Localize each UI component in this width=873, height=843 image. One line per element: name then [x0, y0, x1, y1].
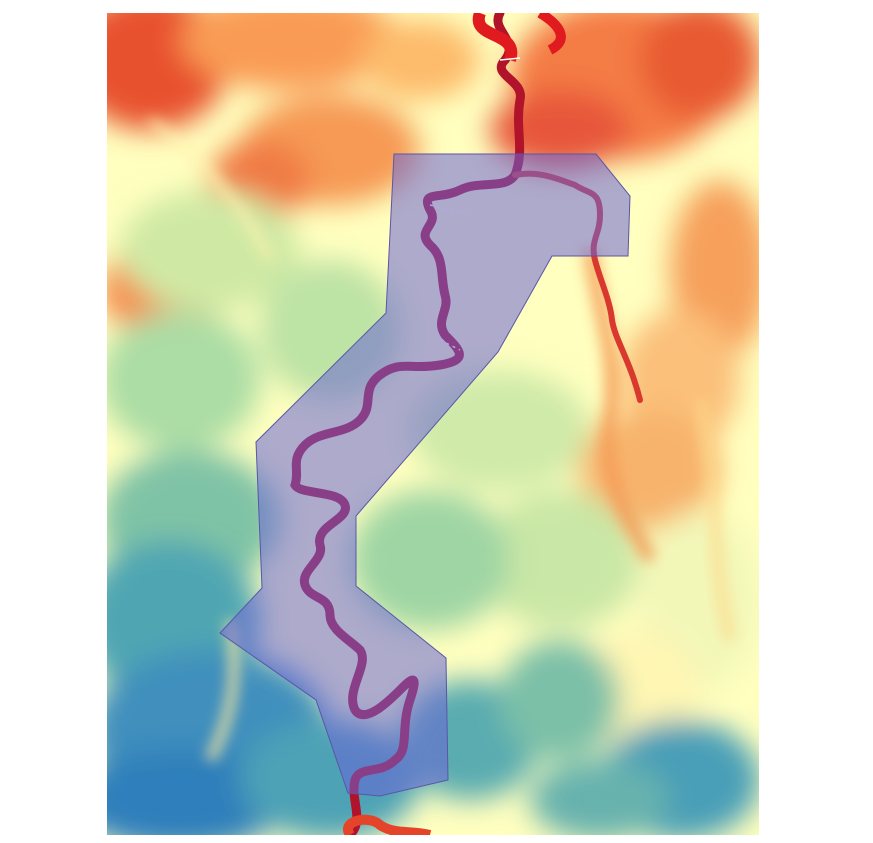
elevation-raster [107, 13, 759, 835]
study-area-polygon[interactable] [219, 153, 631, 797]
